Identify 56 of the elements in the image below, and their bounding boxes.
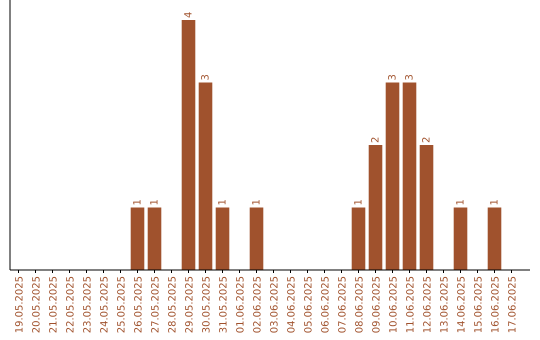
data-label: 2 <box>370 136 382 143</box>
x-tick-label: 04.06.2025 <box>286 276 298 334</box>
x-tick-label: 09.06.2025 <box>372 276 382 334</box>
x-tick-label: 19.05.2025 <box>14 276 26 334</box>
bar <box>368 145 382 270</box>
bar <box>386 82 400 270</box>
x-tick-label: 31.05.2025 <box>218 276 230 334</box>
x-tick-label: 06.06.2025 <box>320 276 332 334</box>
x-tick-label: 16.06.2025 <box>490 276 502 334</box>
x-tick-label: 08.06.2025 <box>354 276 366 334</box>
x-tick-label: 15.06.2025 <box>474 276 484 334</box>
x-tick-label: 24.05.2025 <box>100 276 110 334</box>
data-label: 1 <box>150 199 160 206</box>
data-label: 4 <box>184 12 194 18</box>
bar <box>488 208 502 270</box>
data-label: 1 <box>490 199 500 206</box>
x-tick-label: 02.06.2025 <box>252 276 264 334</box>
bar <box>402 82 416 270</box>
bar <box>352 208 366 270</box>
x-tick-label: 14.06.2025 <box>456 276 468 334</box>
bar <box>454 208 468 270</box>
x-tick-label: 22.05.2025 <box>66 276 76 334</box>
bar <box>182 20 196 270</box>
x-tick-label: 25.05.2025 <box>116 276 128 334</box>
x-tick-label: 11.06.2025 <box>406 276 416 334</box>
x-tick-label: 12.06.2025 <box>422 276 434 334</box>
x-tick-label: 03.06.2025 <box>270 276 280 334</box>
x-tick-label: 20.05.2025 <box>32 276 42 334</box>
data-label: 1 <box>218 199 228 206</box>
x-tick-label: 23.05.2025 <box>82 276 94 334</box>
x-tick-label: 29.05.2025 <box>184 276 196 334</box>
bar <box>420 145 434 270</box>
data-label: 1 <box>252 199 262 206</box>
x-tick-label: 28.05.2025 <box>168 276 178 334</box>
data-label: 1 <box>456 199 466 206</box>
bar <box>148 208 162 270</box>
bar <box>198 82 212 270</box>
x-tick-label: 07.06.2025 <box>338 276 348 334</box>
x-tick-label: 17.06.2025 <box>508 276 518 334</box>
data-label: 3 <box>388 74 398 80</box>
bar <box>250 208 264 270</box>
x-tick-label: 30.05.2025 <box>202 276 212 334</box>
bar <box>130 208 144 270</box>
data-label: 3 <box>404 74 416 80</box>
data-label: 3 <box>200 74 212 80</box>
data-label: 2 <box>422 136 432 143</box>
bar <box>216 208 230 270</box>
data-label: 1 <box>354 199 364 206</box>
x-tick-label: 26.05.2025 <box>134 276 144 334</box>
data-label: 1 <box>132 199 144 206</box>
x-tick-label: 21.05.2025 <box>48 276 60 334</box>
x-tick-label: 27.05.2025 <box>150 276 162 334</box>
x-tick-label: 13.06.2025 <box>440 276 450 334</box>
x-tick-label: 05.06.2025 <box>304 276 314 334</box>
x-tick-label: 10.06.2025 <box>388 276 400 334</box>
x-tick-label: 01.06.2025 <box>236 276 246 334</box>
